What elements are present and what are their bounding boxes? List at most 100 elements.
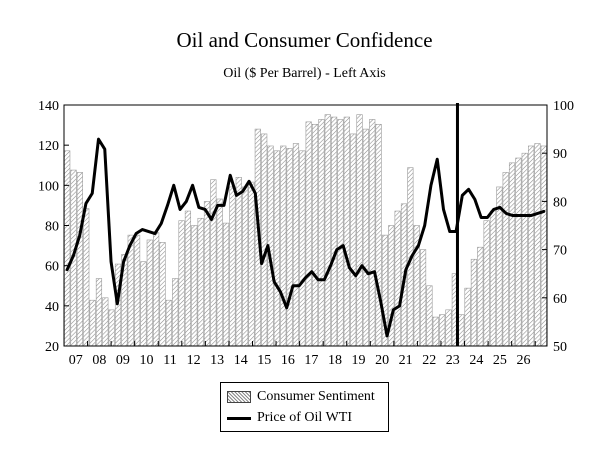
sentiment-bar [419,249,427,347]
left-axis-tick-label: 140 [38,99,59,114]
sentiment-bar [464,287,471,347]
bars-layer [64,114,547,347]
sentiment-bar [439,314,446,347]
sentiment-bar [191,225,198,347]
sentiment-bar [318,119,325,347]
sentiment-bar [248,181,255,347]
sentiment-bar [394,210,401,347]
right-axis-tick-label: 90 [553,147,567,162]
legend-item-consumer-sentiment: Consumer Sentiment [227,388,375,406]
x-axis-tick-label: 15 [257,353,271,368]
sentiment-bar [280,145,287,347]
x-axis-tick-label: 10 [139,353,153,368]
sentiment-bar [184,210,192,347]
sentiment-bar [540,145,547,347]
chart-subtitle: Oil ($ Per Barrel) - Left Axis [223,66,386,81]
right-axis-tick-label: 60 [553,292,567,307]
line-layer [65,103,546,346]
axes-layer [63,104,548,347]
x-axis-tick-label: 07 [69,353,83,368]
x-axis-tick-label: 26 [516,353,530,368]
sentiment-bar [153,232,160,347]
sentiment-bar [426,285,433,347]
x-axis-tick-label: 21 [399,353,413,368]
sentiment-bar [83,208,90,347]
sentiment-bar [64,150,71,347]
oil-price-line [65,137,546,338]
sentiment-bar [458,314,465,347]
sentiment-bar [483,220,490,347]
sentiment-bar [197,217,204,347]
sentiment-bar [165,299,172,347]
sentiment-bar [432,316,439,347]
legend-item-oil-price: Price of Oil WTI [227,409,352,427]
legend-swatch-line [227,416,251,420]
sentiment-bar [140,261,147,347]
sentiment-bar [146,239,153,347]
sentiment-bar [134,234,141,347]
legend: Consumer Sentiment Price of Oil WTI [220,382,389,432]
right-axis-tick-label: 100 [553,99,574,114]
x-axis-tick-label: 13 [210,353,224,368]
sentiment-bar [89,299,96,347]
x-axis-tick-label: 12 [187,353,201,368]
left-axis-tick-label: 100 [38,179,59,194]
sentiment-bar [273,150,280,347]
sentiment-bar [178,220,185,347]
sentiment-bar [362,128,369,347]
sentiment-bar [521,152,528,347]
right-axis-tick-label: 80 [553,195,567,210]
x-axis-tick-label: 24 [469,353,483,368]
sentiment-bar [235,177,242,347]
sentiment-bar [229,186,236,347]
sentiment-bar [305,121,312,347]
x-axis-tick-label: 23 [446,353,460,368]
sentiment-bar [477,246,484,347]
sentiment-bar [102,297,109,347]
x-axis-tick-label: 16 [281,353,295,368]
sentiment-bar [528,145,535,347]
sentiment-bar [324,114,331,347]
sentiment-bar [159,242,166,347]
x-axis-tick-label: 09 [116,353,130,368]
legend-label-oil-price: Price of Oil WTI [257,410,352,425]
sentiment-bar [299,150,306,347]
x-axis-tick-label: 20 [375,353,389,368]
sentiment-bar [508,162,516,347]
x-axis-tick-label: 25 [493,353,507,368]
sentiment-bar [210,179,217,347]
left-axis-tick-label: 80 [45,220,59,235]
x-axis-tick-label: 17 [304,353,318,368]
sentiment-bar [203,201,211,347]
sentiment-bar [515,157,522,347]
sentiment-bar [216,198,223,347]
x-axis-tick-label: 18 [328,353,342,368]
left-axis-tick-label: 40 [45,300,59,315]
x-axis-tick-label: 11 [163,353,176,368]
sentiment-bar [331,116,338,347]
legend-label-consumer-sentiment: Consumer Sentiment [257,389,375,404]
sentiment-bar [261,133,268,347]
sentiment-bar [76,172,83,347]
sentiment-bar [470,258,478,347]
sentiment-bar [496,186,503,347]
x-axis-tick-label: 19 [352,353,366,368]
sentiment-bar [222,222,230,347]
sentiment-bar [534,143,541,347]
right-axis-tick-label: 70 [553,244,567,259]
sentiment-bar [489,210,497,347]
sentiment-bar [311,123,319,347]
legend-swatch-bar [227,391,251,403]
left-axis-tick-label: 120 [38,139,59,154]
sentiment-bar [343,116,350,347]
sentiment-bar [502,172,509,347]
sentiment-bar [375,123,382,347]
sentiment-bar [350,133,357,347]
sentiment-bar [108,309,115,347]
sentiment-bar [369,119,376,347]
chart-title: Oil and Consumer Confidence [176,28,433,52]
sentiment-bar [172,278,179,347]
sentiment-bar [356,114,363,347]
sentiment-bar [337,119,344,347]
